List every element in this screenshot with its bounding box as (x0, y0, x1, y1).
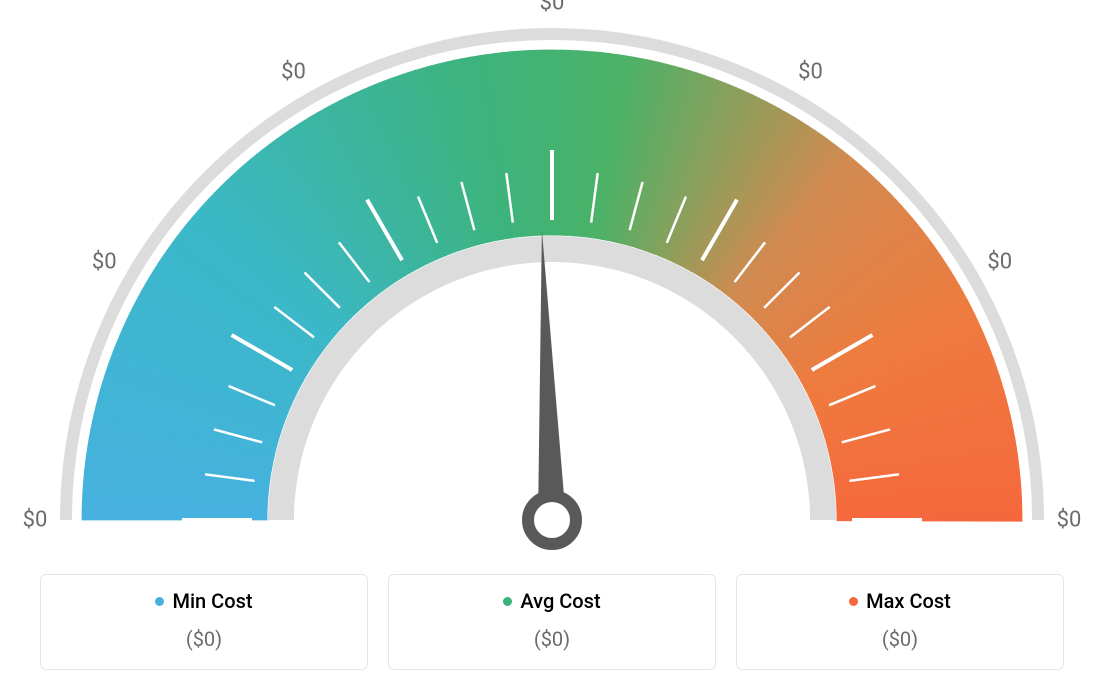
legend-row: Min Cost ($0) Avg Cost ($0) Max Cost ($0… (40, 574, 1064, 670)
legend-card-max: Max Cost ($0) (736, 574, 1064, 670)
legend-title-avg: Avg Cost (503, 589, 600, 613)
gauge-tick-label: $0 (540, 0, 565, 16)
gauge-chart: $0 $0 $0 $0 $0 $0 $0 (0, 0, 1104, 560)
gauge-tick-label: $0 (987, 249, 1012, 274)
legend-value-max: ($0) (747, 627, 1053, 651)
gauge-tick-label: $0 (92, 249, 117, 274)
legend-label-max: Max Cost (866, 589, 951, 613)
legend-card-min: Min Cost ($0) (40, 574, 368, 670)
gauge-tick-label: $0 (1057, 508, 1082, 533)
legend-dot-avg (503, 597, 512, 606)
gauge-tick-label: $0 (798, 60, 823, 85)
gauge-tick-label: $0 (23, 508, 48, 533)
legend-title-min: Min Cost (155, 589, 252, 613)
legend-card-avg: Avg Cost ($0) (388, 574, 716, 670)
gauge-svg (0, 0, 1104, 560)
legend-value-avg: ($0) (399, 627, 705, 651)
legend-value-min: ($0) (51, 627, 357, 651)
legend-label-min: Min Cost (172, 589, 252, 613)
legend-dot-max (849, 597, 858, 606)
legend-label-avg: Avg Cost (520, 589, 600, 613)
gauge-tick-label: $0 (281, 60, 306, 85)
legend-title-max: Max Cost (849, 589, 951, 613)
legend-dot-min (155, 597, 164, 606)
